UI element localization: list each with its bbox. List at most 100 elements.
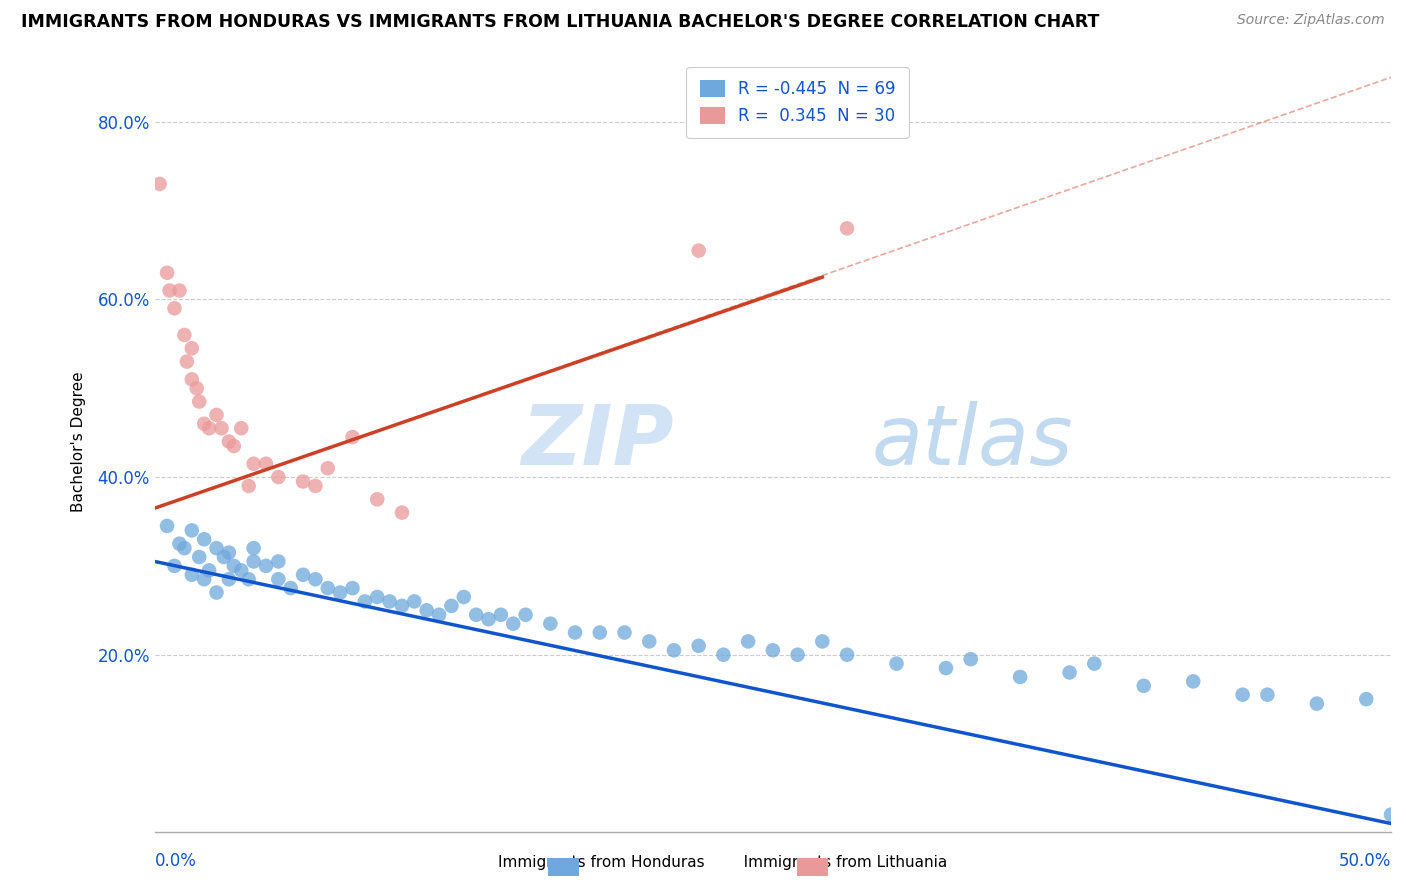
Point bbox=[1355, 692, 1378, 706]
Point bbox=[163, 558, 186, 573]
Point bbox=[515, 607, 537, 622]
Point bbox=[238, 572, 260, 586]
Point bbox=[391, 506, 413, 520]
Point bbox=[173, 327, 195, 342]
Point bbox=[465, 607, 488, 622]
Point bbox=[564, 625, 586, 640]
Point bbox=[737, 634, 759, 648]
Point bbox=[366, 590, 388, 604]
Point bbox=[835, 648, 858, 662]
Point bbox=[169, 284, 191, 298]
Point bbox=[222, 439, 245, 453]
Point bbox=[688, 244, 710, 258]
Text: 50.0%: 50.0% bbox=[1339, 852, 1391, 870]
Point bbox=[280, 581, 302, 595]
Point bbox=[440, 599, 463, 613]
Point bbox=[1379, 807, 1402, 822]
Point bbox=[193, 417, 215, 431]
Point bbox=[180, 372, 202, 386]
Point bbox=[205, 541, 228, 556]
Point bbox=[316, 581, 339, 595]
Point bbox=[267, 554, 290, 568]
Point bbox=[935, 661, 957, 675]
Point bbox=[1182, 674, 1205, 689]
Point bbox=[538, 616, 561, 631]
Point bbox=[786, 648, 808, 662]
Point bbox=[638, 634, 661, 648]
Point bbox=[205, 585, 228, 599]
Point bbox=[188, 549, 211, 564]
Point bbox=[1306, 697, 1329, 711]
Point bbox=[1083, 657, 1105, 671]
Point bbox=[329, 585, 352, 599]
Point bbox=[180, 567, 202, 582]
Point bbox=[242, 541, 264, 556]
Point bbox=[688, 639, 710, 653]
Point bbox=[231, 421, 253, 435]
Point bbox=[222, 558, 245, 573]
Point bbox=[835, 221, 858, 235]
Point bbox=[378, 594, 401, 608]
Point bbox=[218, 572, 240, 586]
Point bbox=[304, 572, 326, 586]
Point bbox=[477, 612, 499, 626]
Point bbox=[267, 470, 290, 484]
Point bbox=[292, 475, 315, 489]
Point bbox=[180, 524, 202, 538]
Point bbox=[159, 284, 181, 298]
Point bbox=[1232, 688, 1254, 702]
Point bbox=[212, 549, 235, 564]
Point bbox=[453, 590, 475, 604]
Point bbox=[886, 657, 908, 671]
Point bbox=[163, 301, 186, 316]
Point bbox=[149, 177, 172, 191]
Point bbox=[254, 558, 277, 573]
Point bbox=[186, 381, 208, 395]
Point bbox=[304, 479, 326, 493]
Y-axis label: Bachelor's Degree: Bachelor's Degree bbox=[72, 371, 86, 512]
Point bbox=[366, 492, 388, 507]
Text: Source: ZipAtlas.com: Source: ZipAtlas.com bbox=[1237, 13, 1385, 28]
Point bbox=[193, 572, 215, 586]
Point bbox=[316, 461, 339, 475]
Point bbox=[180, 341, 202, 355]
Point bbox=[1256, 688, 1278, 702]
Legend: R = -0.445  N = 69, R =  0.345  N = 30: R = -0.445 N = 69, R = 0.345 N = 30 bbox=[686, 67, 908, 138]
Point bbox=[662, 643, 685, 657]
Text: ZIP: ZIP bbox=[522, 401, 673, 482]
Point bbox=[1132, 679, 1154, 693]
Point bbox=[1059, 665, 1081, 680]
Point bbox=[169, 537, 191, 551]
Point bbox=[342, 581, 364, 595]
Point bbox=[502, 616, 524, 631]
Point bbox=[254, 457, 277, 471]
Point bbox=[193, 533, 215, 547]
Point bbox=[292, 567, 315, 582]
Point bbox=[713, 648, 735, 662]
Point bbox=[391, 599, 413, 613]
Point bbox=[218, 434, 240, 449]
Point bbox=[238, 479, 260, 493]
Point bbox=[242, 554, 264, 568]
Text: IMMIGRANTS FROM HONDURAS VS IMMIGRANTS FROM LITHUANIA BACHELOR'S DEGREE CORRELAT: IMMIGRANTS FROM HONDURAS VS IMMIGRANTS F… bbox=[21, 13, 1099, 31]
Point bbox=[188, 394, 211, 409]
Point bbox=[354, 594, 377, 608]
Point bbox=[959, 652, 981, 666]
Point bbox=[198, 563, 221, 577]
Point bbox=[231, 563, 253, 577]
Point bbox=[342, 430, 364, 444]
Point bbox=[176, 354, 198, 368]
Point bbox=[173, 541, 195, 556]
Point bbox=[218, 545, 240, 559]
Point bbox=[205, 408, 228, 422]
Point bbox=[489, 607, 512, 622]
Point bbox=[762, 643, 785, 657]
Point bbox=[156, 266, 179, 280]
Point bbox=[211, 421, 233, 435]
Point bbox=[198, 421, 221, 435]
Point bbox=[613, 625, 636, 640]
Point bbox=[811, 634, 834, 648]
Point bbox=[242, 457, 264, 471]
Point bbox=[267, 572, 290, 586]
Point bbox=[415, 603, 437, 617]
